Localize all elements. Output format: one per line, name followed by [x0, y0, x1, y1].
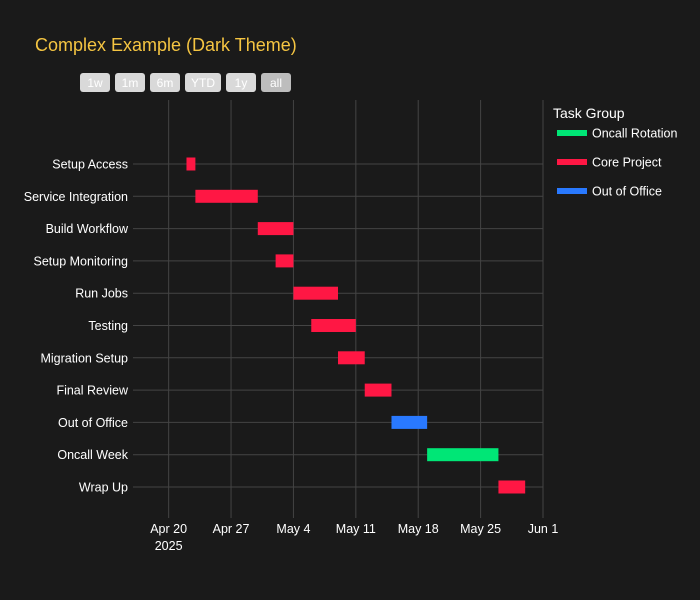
- y-axis-labels: Setup Access Service Integration Build Wor…: [24, 158, 129, 495]
- task-bar[interactable]: [257, 222, 294, 236]
- task-bar[interactable]: [275, 254, 294, 268]
- y-tick-label: Out of Office: [58, 416, 128, 430]
- range-button-label: 6m: [157, 76, 174, 90]
- range-button-bg[interactable]: [150, 73, 180, 92]
- y-tick-label: Build Workflow: [46, 222, 129, 236]
- range-button-1m[interactable]: 1m: [115, 73, 145, 92]
- task-bar[interactable]: [195, 189, 258, 203]
- legend-swatch: [557, 130, 587, 136]
- range-button-bg[interactable]: [115, 73, 145, 92]
- range-button-label: all: [270, 76, 282, 90]
- range-button-label: 1y: [235, 76, 248, 90]
- legend-label: Core Project: [592, 156, 662, 170]
- task-bar[interactable]: [498, 480, 526, 494]
- range-button-label: 1m: [122, 76, 139, 90]
- chart-title: Complex Example (Dark Theme): [35, 35, 297, 55]
- x-tick-label: May 18: [398, 522, 439, 536]
- range-button-1w[interactable]: 1w: [80, 73, 110, 92]
- task-bar[interactable]: [311, 319, 356, 332]
- legend-label: Oncall Rotation: [592, 127, 678, 141]
- range-button-bg[interactable]: [80, 73, 110, 92]
- x-tick-label: May 11: [336, 522, 376, 536]
- range-selector: 1w 1m 6m YTD 1y all: [80, 73, 291, 92]
- grid: [133, 100, 544, 518]
- range-button-all[interactable]: all: [261, 73, 291, 92]
- y-tick-label: Run Jobs: [75, 287, 128, 301]
- x-tick-label: May 25: [460, 522, 501, 536]
- range-button-ytd[interactable]: YTD: [185, 73, 221, 92]
- y-tick-label: Oncall Week: [57, 448, 128, 462]
- x-axis-labels: Apr 20 2025 Apr 27 May 4 May 11 May 18 May 25 J…: [150, 522, 558, 553]
- y-tick-label: Wrap Up: [79, 481, 128, 495]
- range-button-bg[interactable]: [261, 73, 291, 92]
- legend-item[interactable]: Core Project: [557, 156, 662, 170]
- y-tick-label: Testing: [88, 319, 128, 333]
- task-bar[interactable]: [427, 448, 499, 462]
- y-tick-label: Service Integration: [24, 190, 128, 204]
- y-tick-label: Final Review: [56, 384, 129, 398]
- task-bars: [186, 157, 526, 494]
- range-button-bg[interactable]: [226, 73, 256, 92]
- x-tick-label: Jun 1: [528, 522, 559, 536]
- range-button-1y[interactable]: 1y: [226, 73, 256, 92]
- range-button-bg[interactable]: [185, 73, 221, 92]
- legend-swatch: [557, 159, 587, 165]
- legend-label: Out of Office: [592, 185, 662, 199]
- legend-item[interactable]: Oncall Rotation: [557, 127, 678, 141]
- task-bar[interactable]: [186, 157, 196, 171]
- task-bar[interactable]: [364, 383, 392, 397]
- legend-title: Task Group: [553, 105, 625, 121]
- range-button-6m[interactable]: 6m: [150, 73, 180, 92]
- y-tick-label: Setup Monitoring: [33, 254, 128, 268]
- x-tick-sublabel: 2025: [155, 539, 183, 553]
- range-button-label: 1w: [87, 76, 103, 90]
- x-tick-label: May 4: [276, 522, 310, 536]
- x-tick-label: Apr 27: [213, 522, 250, 536]
- legend-swatch: [557, 188, 587, 194]
- task-bar[interactable]: [293, 286, 338, 300]
- x-tick-label: Apr 20: [150, 522, 187, 536]
- legend: Task Group Oncall Rotation Core Project Out…: [553, 105, 678, 199]
- y-tick-label: Migration Setup: [40, 351, 128, 365]
- range-button-label: YTD: [191, 76, 215, 90]
- legend-item[interactable]: Out of Office: [557, 185, 662, 199]
- task-bar[interactable]: [391, 415, 428, 429]
- y-tick-label: Setup Access: [52, 158, 128, 172]
- task-bar[interactable]: [338, 351, 365, 365]
